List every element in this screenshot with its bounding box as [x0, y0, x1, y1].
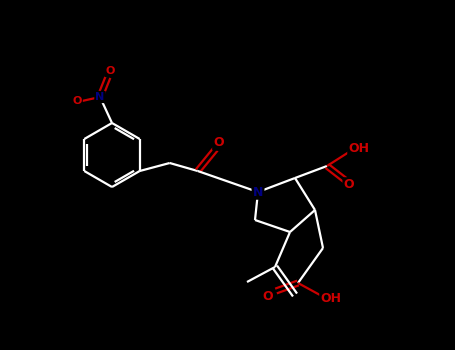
Text: N: N	[96, 92, 105, 102]
Text: O: O	[213, 136, 224, 149]
Text: OH: OH	[349, 141, 369, 154]
Text: N: N	[253, 186, 263, 198]
Text: OH: OH	[320, 292, 342, 304]
Text: O: O	[263, 289, 273, 302]
Text: O: O	[344, 178, 354, 191]
Text: O: O	[105, 66, 115, 76]
Text: O: O	[72, 96, 82, 106]
